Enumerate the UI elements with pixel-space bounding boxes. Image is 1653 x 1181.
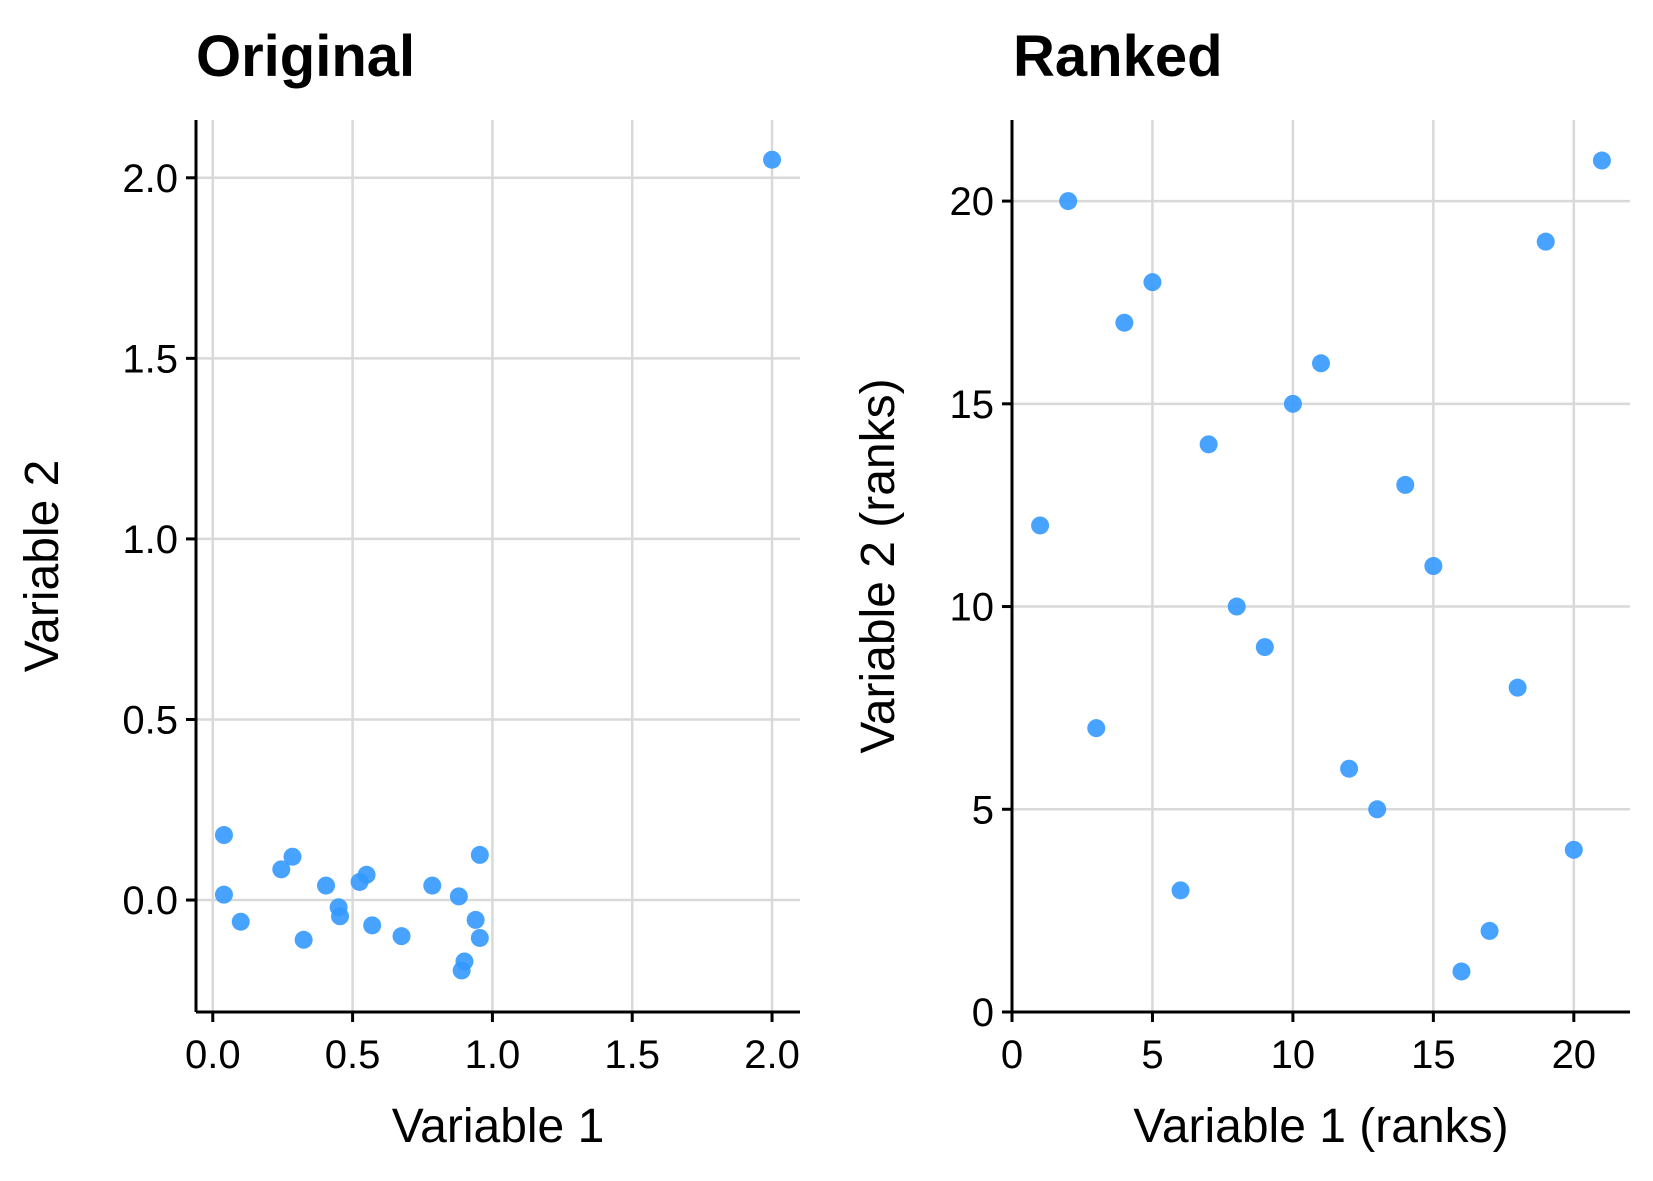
data-point [1199, 435, 1218, 454]
x-tick-label: 0.0 [185, 1033, 241, 1077]
data-point [1396, 475, 1415, 494]
panel-title: Ranked [1013, 24, 1223, 89]
panel-ranked: Ranked 0 5 10 15 20 0 5 10 15 20 Variable 1 (rank… [852, 24, 1630, 1153]
data-point [392, 927, 411, 946]
y-tick-label: 2.0 [122, 157, 178, 201]
x-tick-label: 10 [1271, 1033, 1316, 1077]
data-point [1283, 394, 1302, 413]
data-point [1171, 881, 1190, 900]
y-tick-label: 20 [950, 180, 995, 224]
data-point [294, 930, 313, 949]
y-tick-label: 1.5 [122, 337, 178, 381]
data-point [283, 847, 302, 866]
x-tick-label: 5 [1141, 1033, 1163, 1077]
data-point [272, 860, 291, 879]
data-point [1424, 557, 1443, 575]
data-point [763, 150, 782, 169]
data-point [466, 910, 485, 929]
y-axis-label: Variable 2 (ranks) [852, 378, 905, 753]
data-point [1368, 800, 1387, 819]
data-point [423, 876, 442, 895]
gridlines [196, 120, 800, 1012]
x-tick-label: 1.0 [465, 1033, 521, 1077]
y-axis-label: Variable 2 [16, 460, 69, 673]
x-tick-label: 0.5 [325, 1033, 381, 1077]
y-tick-label: 0.0 [122, 879, 178, 923]
data-points [214, 150, 782, 980]
data-point [1115, 313, 1134, 332]
x-tick-label: 0 [1001, 1033, 1023, 1077]
data-point [1536, 232, 1555, 251]
data-point [455, 952, 474, 971]
y-tick-label: 15 [950, 383, 995, 427]
y-tick-label: 0 [972, 991, 994, 1035]
data-point [331, 907, 350, 926]
x-tick-label: 20 [1552, 1033, 1597, 1077]
data-point [1312, 354, 1330, 373]
y-tick-label: 1.0 [122, 518, 178, 562]
data-point [1452, 962, 1471, 981]
data-point [357, 865, 376, 884]
data-point [1059, 192, 1078, 211]
x-tick-label: 15 [1411, 1033, 1456, 1077]
data-point [1508, 678, 1527, 697]
panel-original: Original 0.0 0.5 1.0 1.5 2.00.00.51.01.52.0 … [16, 24, 800, 1153]
data-point [231, 912, 250, 931]
data-point [1592, 151, 1611, 170]
data-point [363, 916, 382, 935]
x-tick-label: 2.0 [744, 1033, 800, 1077]
data-point [470, 928, 489, 947]
ticks: 0.0 0.5 1.0 1.5 2.0 0.0 0.5 1.0 1.5 2.0 [122, 157, 799, 1077]
x-axis-label: Variable 1 [392, 1100, 605, 1153]
data-point [1480, 921, 1499, 940]
gridlines [1010, 120, 1630, 1014]
x-tick-label: 1.5 [604, 1033, 660, 1077]
data-point [317, 876, 336, 895]
data-point [214, 885, 233, 904]
y-tick-label: 5 [972, 788, 994, 832]
data-point [214, 826, 233, 845]
data-point [470, 845, 489, 864]
x-axis-label: Variable 1 (ranks) [1133, 1100, 1508, 1153]
data-point [1087, 719, 1106, 738]
data-point [1031, 516, 1050, 535]
y-tick-label: 10 [950, 586, 995, 630]
ticks: 0 5 10 15 20 0 5 10 15 20 [950, 180, 1597, 1077]
y-tick-label: 0.5 [122, 698, 178, 742]
data-point [449, 887, 468, 906]
data-point [1255, 638, 1274, 657]
data-point [1340, 759, 1359, 778]
panel-title: Original [196, 24, 415, 89]
data-point [1227, 597, 1246, 616]
data-point [1143, 273, 1162, 292]
data-point [1564, 840, 1583, 859]
data-points [1031, 151, 1611, 981]
